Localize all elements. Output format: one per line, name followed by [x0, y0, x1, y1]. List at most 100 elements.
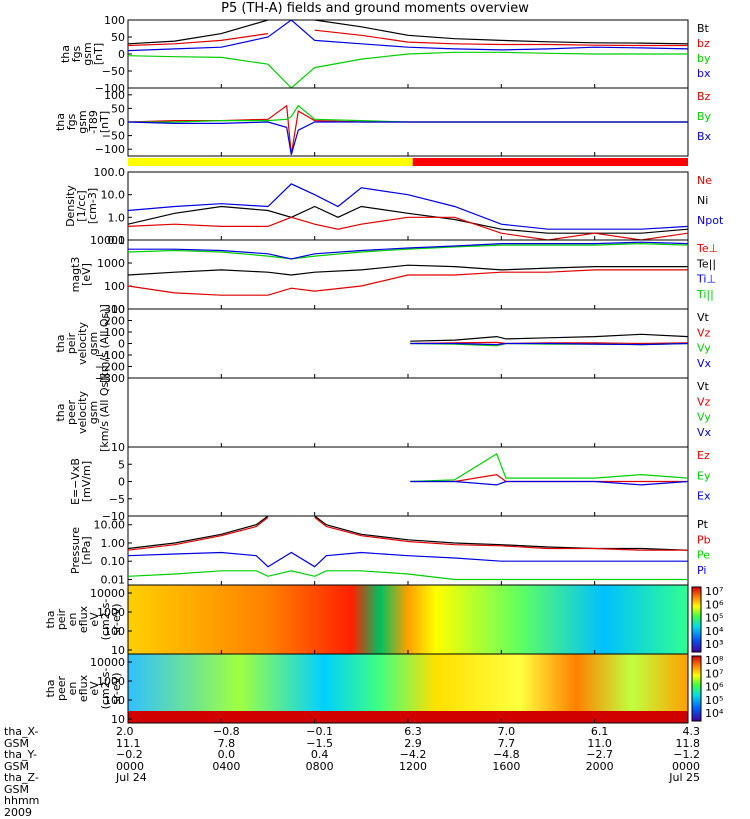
y-tick-label: −200 — [95, 361, 125, 374]
ephemeris-value: 0.0 — [217, 748, 236, 761]
legend-label: Vx — [697, 357, 712, 370]
ephemeris-label: hhmm — [4, 794, 40, 807]
ephemeris-value: 2000 — [585, 759, 614, 773]
legend-label: bz — [697, 37, 710, 50]
ephemeris-value: 0000 — [116, 759, 144, 773]
legend-label: Pb — [697, 533, 711, 546]
legend-label: Ez — [697, 449, 710, 462]
ephemeris-value — [481, 772, 531, 784]
series-line-Vx — [410, 342, 688, 346]
y-axis-label: E=−VxB — [69, 458, 82, 505]
legend-label: Vy — [697, 342, 711, 355]
ephemeris-value: 7.7 — [497, 736, 516, 750]
y-tick-label: −100 — [95, 143, 125, 156]
y-axis-label: velocity — [76, 391, 89, 434]
legend-label: Ne — [697, 174, 712, 187]
y-tick-label: 0.10 — [101, 555, 126, 568]
ephemeris-value — [201, 772, 251, 784]
y-tick-label: 10.00 — [94, 519, 126, 532]
ephemeris-value — [575, 772, 625, 784]
series-line-Vt — [410, 333, 688, 342]
y-axis-label: gsm — [87, 401, 100, 424]
y-tick-label: 0.1 — [108, 234, 126, 247]
ephemeris-label: tha_X-GSM — [4, 725, 39, 750]
ephemeris-value — [388, 772, 438, 784]
y-tick-label: 0 — [118, 476, 125, 489]
y-tick-label: 0.01 — [101, 574, 126, 587]
y-tick-label: 10 — [111, 303, 125, 316]
peir_spectrogram-colorbar — [691, 586, 702, 653]
y-axis-label: peir — [65, 332, 78, 354]
colorbar-tick-label: 10⁷ — [705, 667, 723, 680]
y-tick-label: −100 — [95, 349, 125, 362]
colorbar-tick-label: 10³ — [705, 638, 723, 651]
ephemeris-column: −0.1 −1.5 0.4 0800 — [295, 726, 345, 784]
y-axis-label: [nT] — [92, 43, 105, 65]
y-axis-label: gsm — [76, 110, 89, 133]
y-tick-label: 1000 — [97, 606, 125, 619]
series-line-Ti|| — [128, 242, 688, 260]
ephemeris-value: 11.1 — [116, 736, 141, 750]
y-tick-label: 10000 — [90, 656, 125, 669]
series-line-Ni — [128, 205, 688, 234]
y-tick-label: 10000 — [90, 234, 125, 247]
ephemeris-label: tha_Y-GSM — [4, 748, 37, 773]
y-tick-label: 100 — [104, 625, 125, 638]
plot-title: P5 (TH-A) fields and ground moments over… — [221, 1, 529, 16]
legend-label: Ti|| — [696, 288, 714, 301]
y-axis-label: tha — [54, 113, 67, 131]
y-tick-label: −10 — [102, 510, 125, 523]
y-axis-label: (cm2-s- — [99, 668, 112, 710]
legend-label: Vz — [697, 326, 711, 339]
legend-label: Pi — [697, 564, 706, 577]
y-axis-label: [nPa] — [80, 536, 93, 564]
ephemeris-value: 11.0 — [587, 736, 612, 750]
ephemeris-value: 4.3 — [682, 725, 701, 738]
y-tick-label: 1.00 — [101, 537, 126, 550]
pressure-frame — [127, 515, 689, 586]
y-axis-label: -T89 — [87, 110, 100, 134]
y-tick-label: −5 — [109, 493, 125, 506]
y-axis-label: (cm2-s- — [99, 599, 112, 641]
ephemeris-value: 1200 — [399, 759, 427, 773]
ephemeris-value: 6.3 — [404, 725, 422, 738]
y-tick-label: 100 — [104, 280, 125, 293]
ephemeris-value — [295, 772, 345, 784]
series-line-Ex — [410, 480, 688, 486]
peer-low-energy-band — [128, 711, 688, 723]
y-tick-label: 1000 — [97, 257, 125, 270]
y-axis-label: tha — [59, 45, 72, 63]
y-tick-label: 1000 — [97, 675, 125, 688]
ephemeris-value: 7.8 — [217, 736, 236, 750]
series-line-Ey — [410, 453, 688, 483]
ephemeris-value: 2.0 — [116, 725, 134, 738]
y-tick-label: 10.0 — [101, 189, 126, 202]
legend-label: Npot — [697, 214, 724, 227]
y-axis-label: eV — [88, 681, 101, 696]
y-axis-label: peer — [65, 400, 78, 426]
y-axis-label: tha — [54, 334, 67, 352]
ephemeris-labels: tha_X-GSM tha_Y-GSM tha_Z-GSM hhmm 2009 — [4, 726, 39, 818]
y-tick-label: 5 — [118, 458, 125, 471]
y-axis-label: peer — [55, 676, 68, 702]
legend-label: Ex — [697, 490, 711, 503]
series-line-Te|| — [128, 264, 688, 276]
y-tick-label: 0 — [118, 116, 125, 129]
ephemeris-value: 0000 — [672, 759, 700, 773]
colorbar-tick-label: 10⁸ — [705, 654, 724, 667]
legend-label: Ti⊥ — [696, 273, 716, 286]
series-line-Pt — [128, 516, 688, 551]
y-axis-label: tha — [44, 610, 57, 628]
legend-label: Vx — [697, 426, 712, 439]
y-axis-label: sr-eV) — [110, 672, 123, 704]
ephemeris-value: 6.1 — [590, 725, 609, 738]
y-tick-label: 0 — [118, 338, 125, 351]
ephemeris-value: 0.4 — [310, 748, 329, 761]
ephemeris-value: 2.9 — [404, 736, 422, 750]
ephemeris-value: 7.0 — [497, 725, 516, 738]
ephemeris-value: Jul 24 — [116, 771, 147, 784]
y-axis-label: Pressure — [69, 527, 82, 574]
y-tick-label: 0 — [118, 48, 125, 61]
legend-label: by — [697, 52, 711, 65]
legend-label: Vt — [697, 311, 710, 324]
